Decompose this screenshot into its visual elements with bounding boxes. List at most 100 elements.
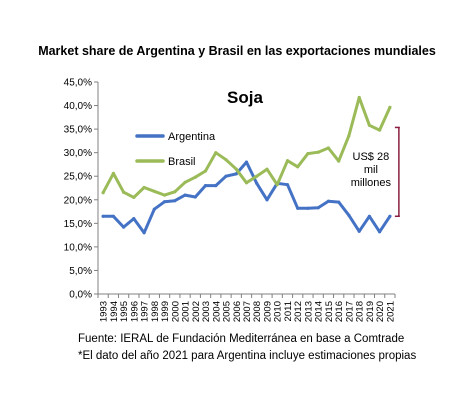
data-point-argentina	[306, 206, 310, 210]
data-point-brasil	[193, 175, 197, 179]
data-point-brasil	[122, 190, 126, 194]
x-tick-label: 2016	[334, 301, 345, 322]
x-tick-label: 2013	[303, 301, 314, 322]
chart-axes	[97, 82, 395, 295]
data-point-argentina	[388, 214, 392, 218]
x-tick-label: 2002	[191, 301, 202, 322]
data-point-brasil	[214, 151, 218, 155]
data-point-argentina	[255, 181, 259, 185]
data-point-argentina	[193, 195, 197, 199]
y-tick-label: 0,0%	[69, 290, 92, 301]
data-point-brasil	[367, 123, 371, 127]
data-point-argentina	[132, 217, 136, 221]
x-tick-label: 2006	[232, 301, 243, 322]
x-tick-label: 2004	[211, 301, 222, 322]
x-tick-label: 2017	[344, 301, 355, 322]
data-point-brasil	[255, 174, 259, 178]
y-tick-label: 35,0%	[64, 125, 92, 136]
x-tick-label: 2015	[324, 301, 335, 322]
data-point-argentina	[285, 183, 290, 187]
data-point-argentina	[111, 214, 115, 218]
legend: Argentina Brasil	[135, 131, 216, 168]
x-tick-label: 2005	[222, 301, 233, 322]
annotation-text: millones	[351, 177, 392, 189]
data-point-brasil	[203, 169, 208, 173]
x-tick-label: 2010	[273, 301, 284, 322]
data-point-argentina	[173, 199, 177, 203]
data-point-brasil	[275, 183, 279, 187]
x-tick-label: 2020	[375, 301, 386, 322]
data-point-argentina	[357, 229, 361, 233]
data-point-brasil	[306, 152, 310, 156]
data-point-brasil	[234, 167, 238, 171]
data-point-brasil	[173, 190, 177, 194]
series-lines	[101, 95, 392, 235]
x-tick-labels: 1993 1994 1995 1996 1997 1998 1999 2000 2001 2002…	[97, 294, 396, 322]
x-tick-label: 1998	[150, 301, 161, 322]
y-tick-label: 20,0%	[64, 195, 92, 206]
data-point-brasil	[142, 185, 146, 190]
data-point-argentina	[122, 225, 126, 229]
annotation-text: US$ 28	[353, 151, 390, 163]
data-point-brasil	[111, 171, 115, 175]
annotation-text: mil	[364, 164, 378, 176]
y-tick-label: 15,0%	[64, 219, 92, 230]
data-point-argentina	[101, 214, 105, 218]
x-tick-label: 2003	[201, 301, 212, 322]
x-tick-label: 2000	[170, 301, 181, 322]
data-point-argentina	[378, 230, 382, 234]
data-point-brasil	[378, 128, 382, 132]
legend-label-brasil: Brasil	[168, 156, 196, 168]
data-point-argentina	[347, 213, 351, 217]
x-tick-label: 2008	[252, 301, 263, 322]
x-tick-label: 2007	[242, 301, 253, 322]
data-point-brasil	[357, 95, 361, 100]
series-line-argentina	[101, 160, 392, 235]
y-tick-labels: 0,0% 5,0% 10,0% 15,0% 20,0% 25,0% 30,0% 35,0% 40…	[64, 78, 98, 301]
data-point-argentina	[296, 206, 300, 210]
data-point-brasil	[244, 181, 249, 185]
source-note: Fuente: IERAL de Fundación Mediterránea …	[78, 333, 405, 345]
data-point-argentina	[183, 193, 187, 197]
x-tick-label: 2009	[262, 301, 273, 322]
data-point-brasil	[347, 134, 351, 138]
data-note: *El dato del año 2021 para Argentina inc…	[78, 350, 417, 362]
data-point-brasil	[285, 159, 290, 163]
data-point-brasil	[388, 105, 392, 109]
data-point-brasil	[224, 158, 228, 162]
x-tick-label: 1997	[140, 301, 151, 322]
y-tick-label: 25,0%	[64, 172, 92, 183]
x-tick-label: 1993	[99, 301, 110, 322]
y-tick-label: 40,0%	[64, 101, 92, 112]
legend-label-argentina: Argentina	[168, 131, 216, 143]
data-point-brasil	[326, 146, 330, 150]
data-point-brasil	[132, 195, 136, 199]
data-point-argentina	[316, 206, 320, 210]
data-point-argentina	[163, 200, 167, 204]
x-tick-label: 2019	[365, 301, 376, 322]
x-tick-label: 2001	[181, 301, 192, 322]
data-point-argentina	[265, 198, 269, 202]
x-tick-label: 2021	[385, 301, 396, 322]
x-tick-label: 1996	[129, 301, 140, 322]
data-point-brasil	[316, 150, 320, 154]
x-tick-label: 2018	[355, 301, 366, 322]
x-tick-label: 1995	[119, 301, 130, 322]
data-point-brasil	[101, 191, 105, 195]
data-point-brasil	[163, 193, 167, 197]
x-tick-label: 2014	[314, 301, 325, 322]
data-point-brasil	[183, 180, 187, 184]
y-tick-label: 30,0%	[64, 148, 92, 159]
data-point-argentina	[367, 214, 371, 218]
data-point-brasil	[265, 167, 269, 171]
data-point-argentina	[152, 207, 156, 211]
data-point-argentina	[224, 174, 228, 178]
y-tick-label: 45,0%	[64, 78, 92, 89]
data-point-argentina	[326, 199, 330, 203]
data-point-argentina	[142, 231, 146, 235]
data-point-brasil	[296, 165, 300, 169]
data-point-argentina	[203, 184, 208, 188]
y-tick-label: 10,0%	[64, 242, 92, 253]
